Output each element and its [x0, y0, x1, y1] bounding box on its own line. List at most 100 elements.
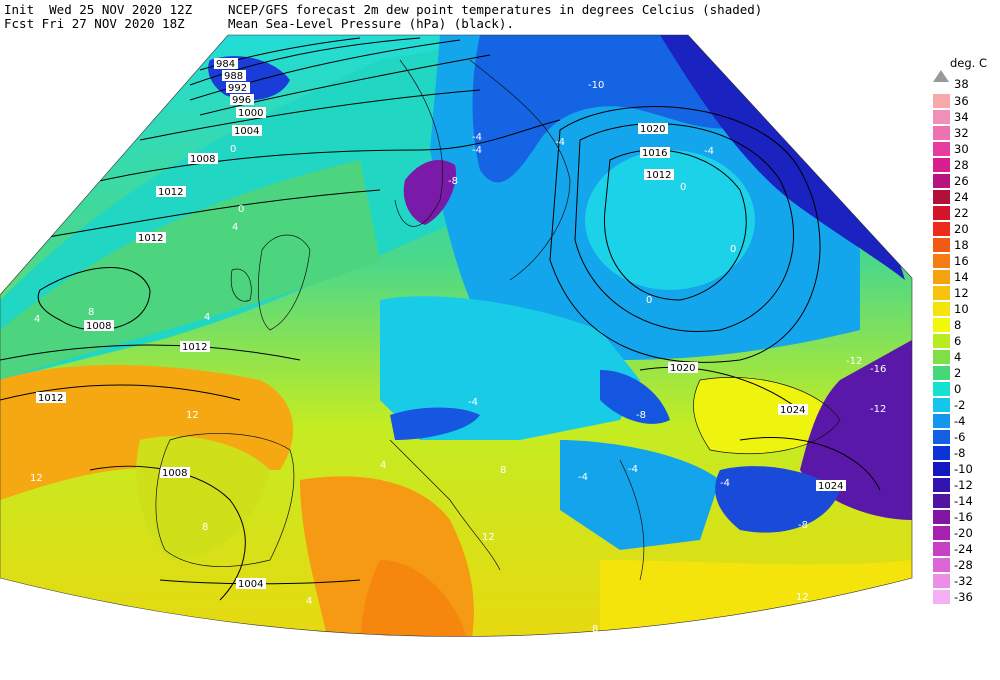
- isobar-label-text: 1008: [86, 321, 111, 332]
- isobar-label: 1020: [668, 362, 698, 374]
- isobar-label-text: 1024: [780, 405, 805, 416]
- dewpoint-label: -4: [628, 464, 638, 475]
- legend-label: -2: [954, 398, 966, 412]
- isobar-label-text: 1004: [234, 126, 259, 137]
- isobar-label: 1012: [644, 169, 674, 181]
- isobar-label-text: 988: [224, 71, 243, 82]
- legend-label: 16: [954, 254, 969, 268]
- forecast-time: Fcst Fri 27 NOV 2020 18Z: [4, 16, 185, 31]
- map-title: NCEP/GFS forecast 2m dew point temperatu…: [228, 2, 763, 17]
- legend-label: 14: [954, 270, 969, 284]
- dewpoint-label: 0: [730, 244, 736, 255]
- dewpoint-label: 8: [592, 624, 598, 635]
- isobar-label-text: 1012: [646, 170, 671, 181]
- legend-label: -24: [954, 542, 973, 556]
- dewpoint-label: -4: [578, 472, 588, 483]
- isobar-label: 1004: [232, 125, 262, 137]
- legend-label: 10: [954, 302, 969, 316]
- dewpoint-label: 0: [238, 204, 244, 215]
- legend-swatch: [933, 414, 950, 428]
- legend-swatch: [933, 142, 950, 156]
- legend-unit: deg. C: [950, 56, 988, 70]
- isobars: [0, 37, 881, 601]
- isobar-label: 1004: [236, 578, 266, 590]
- isobar-label: 996: [230, 94, 254, 106]
- legend-swatch: [933, 174, 950, 188]
- isobar-label: 984: [214, 58, 238, 70]
- legend-swatch: [933, 494, 950, 508]
- legend-label: 6: [954, 334, 962, 348]
- legend-swatch: [933, 446, 950, 460]
- legend-label: 22: [954, 206, 969, 220]
- isobar-label-text: 1008: [162, 468, 187, 479]
- legend-label: 26: [954, 174, 969, 188]
- dewpoint-label: 12: [30, 473, 43, 484]
- isobar-label: 992: [226, 82, 250, 94]
- dewpoint-label: 0: [680, 182, 686, 193]
- isobar-label: 1024: [778, 404, 808, 416]
- legend-swatch: [933, 558, 950, 572]
- legend-swatch: [933, 206, 950, 220]
- dewpoint-label: -10: [588, 80, 604, 91]
- legend-label: -12: [954, 478, 973, 492]
- legend-swatch: [933, 254, 950, 268]
- isobar-label-text: 992: [228, 83, 247, 94]
- legend-top-label: 38: [954, 77, 969, 91]
- dewpoint-label: -16: [870, 364, 886, 375]
- legend-swatch: [933, 126, 950, 140]
- legend-label: 4: [954, 350, 962, 364]
- legend-label: -4: [954, 414, 966, 428]
- isobar-label: 1020: [638, 123, 668, 135]
- dewpoint-label: -8: [798, 520, 808, 531]
- isobar-label: 1012: [136, 232, 166, 244]
- isobar-label-text: 1012: [158, 187, 183, 198]
- legend-label: 0: [954, 382, 962, 396]
- dewpoint-label: -4: [555, 137, 565, 148]
- legend-swatch: [933, 462, 950, 476]
- isobar-label: 1000: [236, 107, 266, 119]
- isobar-label-text: 1012: [38, 393, 63, 404]
- legend-swatch: [933, 286, 950, 300]
- dewpoint-label: 12: [186, 410, 199, 421]
- legend-label: -36: [954, 590, 973, 604]
- legend-top-triangle-icon: [933, 70, 949, 82]
- isobar-label-text: 1012: [182, 342, 207, 353]
- isobar-label-text: 1000: [238, 108, 263, 119]
- dewpoint-label: -4: [720, 478, 730, 489]
- legend-swatch: [933, 302, 950, 316]
- legend-swatch: [933, 574, 950, 588]
- legend-label: 18: [954, 238, 969, 252]
- legend-swatch: [933, 318, 950, 332]
- dewpoint-label: 0: [230, 144, 236, 155]
- legend-label: -10: [954, 462, 973, 476]
- coastlines: [155, 59, 841, 581]
- legend-swatch: [933, 430, 950, 444]
- legend-label: -20: [954, 526, 973, 540]
- legend-swatch: [933, 478, 950, 492]
- isobar-label: 1016: [640, 147, 670, 159]
- dewpoint-label: 4: [306, 596, 312, 607]
- dewpoint-label: 4: [34, 314, 40, 325]
- legend-label: 28: [954, 158, 969, 172]
- isobar-label-text: 1004: [238, 579, 263, 590]
- legend-swatch: [933, 270, 950, 284]
- dewpoint-label: 8: [202, 522, 208, 533]
- legend-label: 20: [954, 222, 969, 236]
- legend-swatch: [933, 526, 950, 540]
- legend-label: 8: [954, 318, 962, 332]
- legend-label: 34: [954, 110, 969, 124]
- dewpoint-label: 12: [482, 532, 495, 543]
- legend-label: -28: [954, 558, 973, 572]
- isobar-label-text: 1024: [818, 481, 843, 492]
- legend-swatch: [933, 366, 950, 380]
- isobar-label: 1008: [160, 467, 190, 479]
- isobar-labels: 984 988 992 996 1000 1004 1008 1012 1012…: [36, 58, 846, 590]
- isobar-label: 1008: [84, 320, 114, 332]
- dewpoint-labels: -4 -4 -4 -4 -4 -4 -4 -4 0 0 0 0 0 4 4 4 …: [30, 80, 886, 635]
- init-time: Init Wed 25 NOV 2020 12Z: [4, 2, 193, 17]
- legend-swatch: [933, 350, 950, 364]
- legend-swatch: [933, 334, 950, 348]
- dewpoint-label: -4: [472, 132, 482, 143]
- legend-label: 2: [954, 366, 962, 380]
- isobar-label: 1012: [156, 186, 186, 198]
